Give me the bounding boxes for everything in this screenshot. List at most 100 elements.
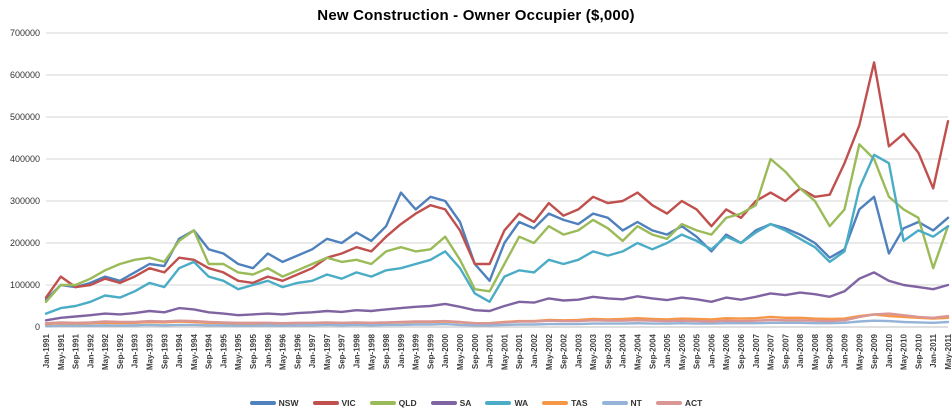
legend-item-qld: QLD [369, 398, 417, 408]
x-axis-tick-label: May-1992 [101, 333, 110, 370]
legend-swatch-vic [312, 401, 339, 405]
x-axis-tick-label: Jan-2011 [929, 333, 938, 367]
x-axis-tick-label: Jan-1991 [42, 333, 51, 368]
x-axis-tick-label: Jan-1992 [86, 333, 95, 368]
legend-label: TAS [571, 398, 588, 408]
legend-label: WA [514, 398, 529, 408]
y-axis-tick-label: 500000 [10, 112, 40, 122]
legend-label: NSW [278, 398, 299, 408]
x-axis-tick-label: Sep-2009 [870, 333, 879, 369]
series-line-vic [44, 61, 950, 299]
x-axis-tick-label: Sep-2004 [648, 333, 657, 369]
x-axis-tick-label: Sep-2008 [826, 333, 835, 369]
x-axis-tick-label: May-2003 [589, 333, 598, 370]
legend-label: QLD [398, 398, 417, 408]
legend-swatch-qld [369, 401, 396, 405]
series-line-nt [44, 319, 950, 328]
x-axis-tick-label: May-2010 [900, 333, 909, 370]
y-axis-tick-label: 400000 [10, 154, 40, 164]
y-axis-tick-label: 0 [35, 322, 40, 332]
x-axis-tick-label: Sep-2010 [914, 333, 923, 369]
legend-label: NT [630, 398, 642, 408]
legend-item-act: ACT [655, 398, 703, 408]
legend-swatch-nt [601, 401, 628, 405]
chart-title: New Construction - Owner Occupier ($,000… [317, 7, 635, 24]
x-axis-tick-label: May-2005 [678, 333, 687, 370]
x-axis-tick-label: May-2002 [545, 333, 554, 370]
x-axis-tick-label: Sep-2003 [604, 333, 613, 369]
x-axis-tick-label: Sep-2001 [515, 333, 524, 369]
x-axis-tick-label: Sep-1996 [293, 333, 302, 369]
legend-item-wa: WA [485, 398, 528, 408]
legend-item-nt: NT [601, 398, 642, 408]
y-axis-tick-label: 100000 [10, 280, 40, 290]
x-axis-tick-label: May-2004 [633, 333, 642, 370]
x-axis-tick-label: Sep-2006 [737, 333, 746, 369]
x-axis-tick-label: May-1998 [367, 333, 376, 370]
x-axis-tick-label: May-1999 [412, 333, 421, 370]
legend-swatch-nsw [249, 401, 276, 405]
x-axis-tick-label: May-2006 [722, 333, 731, 370]
x-axis-tick-label: Jan-1997 [308, 333, 317, 368]
x-axis-tick-label: May-2007 [767, 333, 776, 370]
x-axis-tick-label: Jan-1996 [264, 333, 273, 368]
x-axis-tick-label: Jan-2005 [663, 333, 672, 368]
x-axis-tick-label: May-1997 [323, 333, 332, 370]
x-axis-tick-label: May-2011 [944, 333, 952, 369]
legend-swatch-tas [542, 401, 569, 405]
x-axis-tick-label: Sep-2005 [693, 333, 702, 369]
x-axis-tick-label: Jan-2007 [752, 333, 761, 368]
x-axis-tick-label: Sep-1997 [338, 333, 347, 369]
x-axis-tick-label: Sep-1995 [249, 333, 258, 369]
legend-item-vic: VIC [312, 398, 356, 408]
x-axis-tick-label: Sep-2002 [560, 333, 569, 369]
x-axis-tick-label: May-1994 [190, 333, 199, 370]
x-axis-tick-label: Jan-2010 [885, 333, 894, 368]
legend-item-nsw: NSW [249, 398, 299, 408]
x-axis-tick-label: Jan-2009 [840, 333, 849, 368]
legend-item-sa: SA [430, 398, 472, 408]
x-axis-tick-label: May-2008 [811, 333, 820, 370]
x-axis-tick-label: Sep-1993 [160, 333, 169, 369]
x-axis-tick-label: May-2009 [855, 333, 864, 370]
x-axis-tick-label: May-2000 [456, 333, 465, 370]
legend-swatch-act [655, 401, 682, 405]
x-axis-tick-label: Jan-2008 [796, 333, 805, 368]
x-axis-tick-label: May-1996 [279, 333, 288, 370]
x-axis-tick-label: Sep-1998 [382, 333, 391, 369]
x-axis-tick-label: Sep-2000 [471, 333, 480, 369]
y-axis-tick-label: 200000 [10, 238, 40, 248]
x-axis-tick-label: Jan-1998 [353, 333, 362, 368]
y-axis-tick-label: 700000 [10, 28, 40, 38]
series-line-qld [44, 143, 950, 303]
x-axis-tick-label: Jan-1999 [397, 333, 406, 368]
x-axis-tick-label: Sep-1999 [426, 333, 435, 369]
x-axis-tick-label: Jan-2002 [530, 333, 539, 368]
x-axis-tick-label: Jan-2004 [619, 333, 628, 368]
legend-label: VIC [341, 398, 356, 408]
series-line-act [44, 312, 950, 325]
chart-legend: NSW VIC QLD SA WA TAS NT ACT [0, 398, 952, 408]
x-axis-tick-label: May-1995 [234, 333, 243, 370]
legend-label: ACT [684, 398, 703, 408]
x-axis-tick-label: Sep-1991 [72, 333, 81, 369]
y-axis-tick-label: 300000 [10, 196, 40, 206]
legend-label: SA [459, 398, 472, 408]
series-line-sa [44, 271, 950, 322]
x-axis-tick-label: Jan-1995 [219, 333, 228, 368]
legend-item-tas: TAS [542, 398, 588, 408]
x-axis-tick-label: May-1993 [146, 333, 155, 370]
y-axis-tick-label: 600000 [10, 70, 40, 80]
x-axis-tick-label: Jan-2000 [441, 333, 450, 368]
x-axis-tick-label: May-2001 [500, 333, 509, 370]
x-axis-tick-label: Jan-1994 [175, 333, 184, 368]
x-axis-tick-label: May-1991 [57, 333, 66, 370]
x-axis-tick-label: Jan-2006 [707, 333, 716, 368]
x-axis-tick-label: Sep-1994 [205, 333, 214, 369]
x-axis-tick-label: Jan-2001 [486, 333, 495, 368]
legend-swatch-sa [430, 401, 457, 405]
x-axis-tick-label: Jan-2003 [574, 333, 583, 368]
x-axis-tick-label: Jan-1993 [131, 333, 140, 368]
x-axis-tick-label: Sep-1992 [116, 333, 125, 369]
